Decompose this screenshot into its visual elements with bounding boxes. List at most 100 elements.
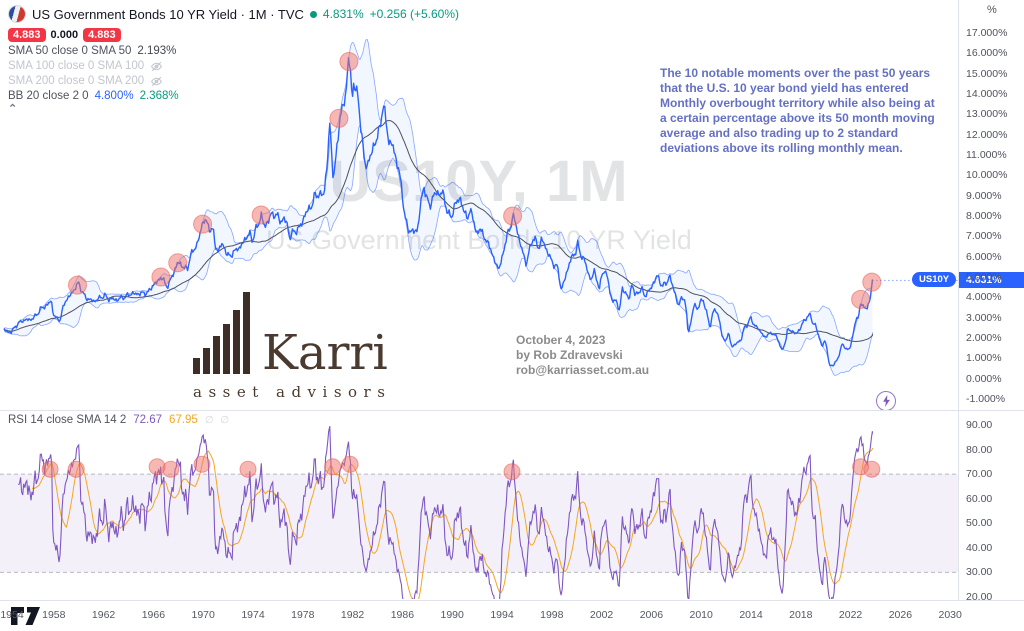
indicator-label: SMA 100 close 0 SMA 100 — [8, 60, 145, 73]
annotation-text: The 10 notable moments over the past 50 … — [660, 66, 935, 155]
overbought-marker-circle — [329, 108, 349, 128]
market-open-dot-icon — [309, 10, 317, 18]
spread-value: 0.000 — [50, 28, 79, 41]
current-price-badge: 4.831% — [959, 272, 1024, 289]
price-axis-tick: 6.000% — [966, 250, 1002, 263]
year-label: 2010 — [689, 609, 713, 621]
indicator-value: 2.193% — [137, 45, 177, 58]
overbought-marker-circle — [68, 275, 87, 295]
symbol-title-row[interactable]: US Government Bonds 10 YR Yield · 1M · T… — [8, 5, 459, 23]
year-label: 2030 — [938, 609, 962, 621]
overbought-marker-circle — [339, 52, 359, 71]
price-axis-tick: 1.000% — [966, 352, 1002, 365]
lightning-icon — [882, 395, 890, 407]
price-axis-tick: 13.000% — [966, 108, 1008, 121]
lightning-icon-button[interactable] — [876, 391, 896, 411]
karri-logo-name: Karri — [262, 325, 388, 382]
price-axis-tick: 0.000% — [966, 372, 1002, 385]
rsi-axis-tick: 40.00 — [966, 541, 993, 554]
eye-off-icon[interactable] — [150, 75, 163, 88]
year-label: 1954 — [0, 609, 24, 621]
rsi-overbought-marker-circle — [41, 460, 59, 478]
indicator-row-sma100[interactable]: SMA 100 close 0 SMA 100 — [8, 60, 459, 74]
time-axis[interactable]: 1954 1958 1962 1966 1970 1974 1978 1982 1986 1990… — [0, 600, 1024, 631]
price-axis-tick: 4.000% — [966, 291, 1002, 304]
overbought-marker-circle — [862, 272, 882, 292]
rsi-axis-tick: 30.00 — [966, 566, 993, 579]
price-line — [3, 57, 874, 367]
tradingview-logo[interactable] — [10, 606, 46, 631]
price-axis-tick: 10.000% — [966, 169, 1008, 182]
rsi-pane[interactable] — [0, 426, 958, 600]
year-label: 2014 — [739, 609, 763, 621]
pane-separator[interactable] — [0, 410, 1024, 411]
indicator-label: SMA 200 close 0 SMA 200 — [8, 75, 145, 88]
rsi-axis-tick: 50.00 — [966, 517, 993, 530]
price-axis-tick: 3.000% — [966, 311, 1002, 324]
rsi-hidden-values-icon: ∅ ∅ — [204, 414, 232, 426]
byline-email: rob@karriasset.com.au — [516, 363, 650, 377]
price-axis-tick: 2.000% — [966, 331, 1002, 344]
legend-collapse-icon[interactable]: ⌃ — [8, 103, 18, 115]
year-label: 1958 — [42, 609, 66, 621]
price-axis-tick: 15.000% — [966, 67, 1008, 80]
year-label: 1970 — [191, 609, 215, 621]
rsi-band-fill — [0, 474, 958, 573]
year-label: 1994 — [490, 609, 514, 621]
bid-ask-row: 4.883 0.000 4.883 — [8, 26, 459, 43]
rsi-legend[interactable]: RSI 14 close SMA 14 2 72.67 67.95 ∅ ∅ — [8, 414, 231, 426]
price-axis-tick: 16.000% — [966, 47, 1008, 60]
rsi-overbought-marker-circle — [239, 460, 257, 478]
rsi-axis-tick: 60.00 — [966, 492, 993, 505]
main-pane[interactable] — [3, 38, 958, 376]
chart-canvas[interactable] — [0, 0, 958, 600]
price-axis[interactable]: % 4.831% 17.000% 16.000% 15.000% 14.000% 13.… — [958, 0, 1024, 603]
rsi-axis-tick: 90.00 — [966, 419, 993, 431]
year-label: 1986 — [390, 609, 415, 621]
indicator-value: 4.800% — [94, 90, 134, 103]
indicator-row-bb[interactable]: BB 20 close 2 0 4.800% 2.368% — [8, 90, 459, 104]
karri-logo-subtitle: asset advisors — [193, 383, 392, 401]
indicator-value: 2.368% — [139, 90, 179, 103]
overbought-marker-circle — [251, 205, 271, 225]
rsi-sma-value: 67.95 — [169, 414, 198, 426]
price-axis-tick: 12.000% — [966, 128, 1008, 141]
price-line-symbol-label: US10Y — [912, 272, 957, 288]
indicator-row-sma200[interactable]: SMA 200 close 0 SMA 200 — [8, 75, 459, 89]
price-axis-tick: 5.000% — [966, 270, 1002, 283]
karri-logo: Karri asset advisors — [193, 292, 391, 401]
year-label: 1962 — [91, 609, 116, 621]
price-axis-tick: 14.000% — [966, 87, 1008, 100]
rsi-overbought-marker-circle — [503, 463, 521, 481]
rsi-axis-tick: 80.00 — [966, 443, 993, 456]
year-label: 2018 — [789, 609, 813, 621]
rsi-overbought-marker-circle — [863, 460, 881, 478]
byline-date: October 4, 2023 — [516, 333, 606, 347]
bollinger-lower-line — [3, 124, 873, 376]
byline: October 4, 2023 by Rob Zdravevski rob@ka… — [516, 333, 649, 378]
rsi-sma-line — [31, 448, 873, 599]
price-axis-tick: 8.000% — [966, 209, 1002, 222]
karri-bars-icon — [193, 292, 250, 374]
price-change: +0.256 (+5.60%) — [369, 7, 460, 21]
buy-price-badge[interactable]: 4.883 — [83, 27, 121, 42]
year-label: 1966 — [141, 609, 166, 621]
overbought-marker-circle — [193, 214, 213, 234]
indicator-label: BB 20 close 2 0 — [8, 90, 89, 103]
year-label: 2026 — [888, 609, 913, 621]
year-label: 1982 — [340, 609, 365, 621]
byline-author: by Rob Zdravevski — [516, 348, 623, 362]
sell-price-badge[interactable]: 4.883 — [8, 27, 46, 42]
eye-off-icon[interactable] — [150, 60, 163, 73]
price-axis-tick: 11.000% — [966, 148, 1007, 161]
year-label: 2006 — [639, 609, 664, 621]
rsi-overbought-marker-circle — [324, 458, 342, 476]
indicator-row-sma50[interactable]: SMA 50 close 0 SMA 50 2.193% — [8, 45, 459, 59]
price-axis-tick: 17.000% — [966, 27, 1008, 39]
chart-legend: US Government Bonds 10 YR Yield · 1M · T… — [8, 5, 459, 115]
rsi-overbought-marker-circle — [67, 460, 85, 478]
price-axis-tick: 7.000% — [966, 230, 1002, 243]
year-label: 1978 — [291, 609, 315, 621]
symbol-title[interactable]: US Government Bonds 10 YR Yield · 1M · T… — [32, 6, 304, 22]
rsi-axis-tick: 70.00 — [966, 468, 993, 481]
